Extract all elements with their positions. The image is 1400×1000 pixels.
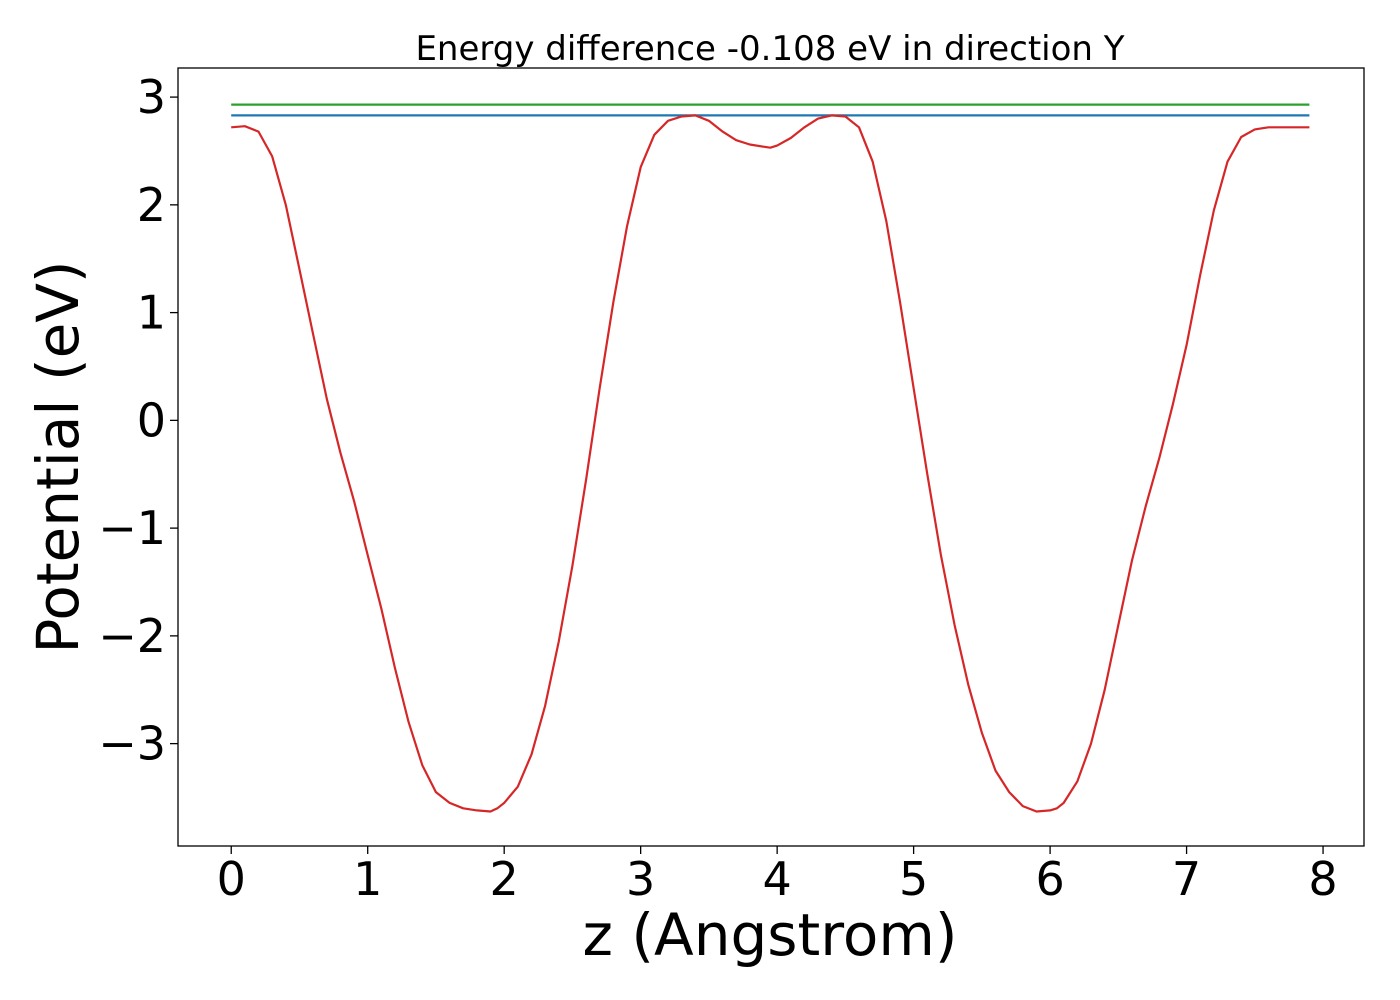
x-axis-label: z (Angstrom) <box>583 901 958 969</box>
x-tick-label: 6 <box>1035 852 1064 906</box>
y-tick-label: −1 <box>98 501 166 555</box>
x-tick-label: 7 <box>1172 852 1201 906</box>
y-tick-label: −2 <box>98 609 166 663</box>
x-tick-label: 8 <box>1308 852 1337 906</box>
x-tick-label: 1 <box>353 852 382 906</box>
x-tick-label: 0 <box>217 852 246 906</box>
plot-area <box>231 103 1310 813</box>
plot-frame <box>177 67 1365 847</box>
chart-title: Energy difference -0.108 eV in direction… <box>415 29 1124 69</box>
y-axis-label: Potential (eV) <box>24 260 92 653</box>
y-tick-label: 3 <box>137 70 166 124</box>
y-tick-label: −3 <box>98 717 166 771</box>
x-tick-label: 4 <box>763 852 792 906</box>
x-axis: 0 1 2 3 4 5 6 7 8 <box>217 846 1338 906</box>
x-tick-label: 5 <box>899 852 928 906</box>
y-axis: −3 −2 −1 0 1 2 3 <box>98 70 178 771</box>
series-line-2 <box>231 114 1310 813</box>
x-tick-label: 2 <box>490 852 519 906</box>
y-tick-label: 2 <box>137 178 166 232</box>
y-tick-label: 0 <box>137 393 166 447</box>
y-tick-label: 1 <box>137 286 166 340</box>
x-tick-label: 3 <box>626 852 655 906</box>
